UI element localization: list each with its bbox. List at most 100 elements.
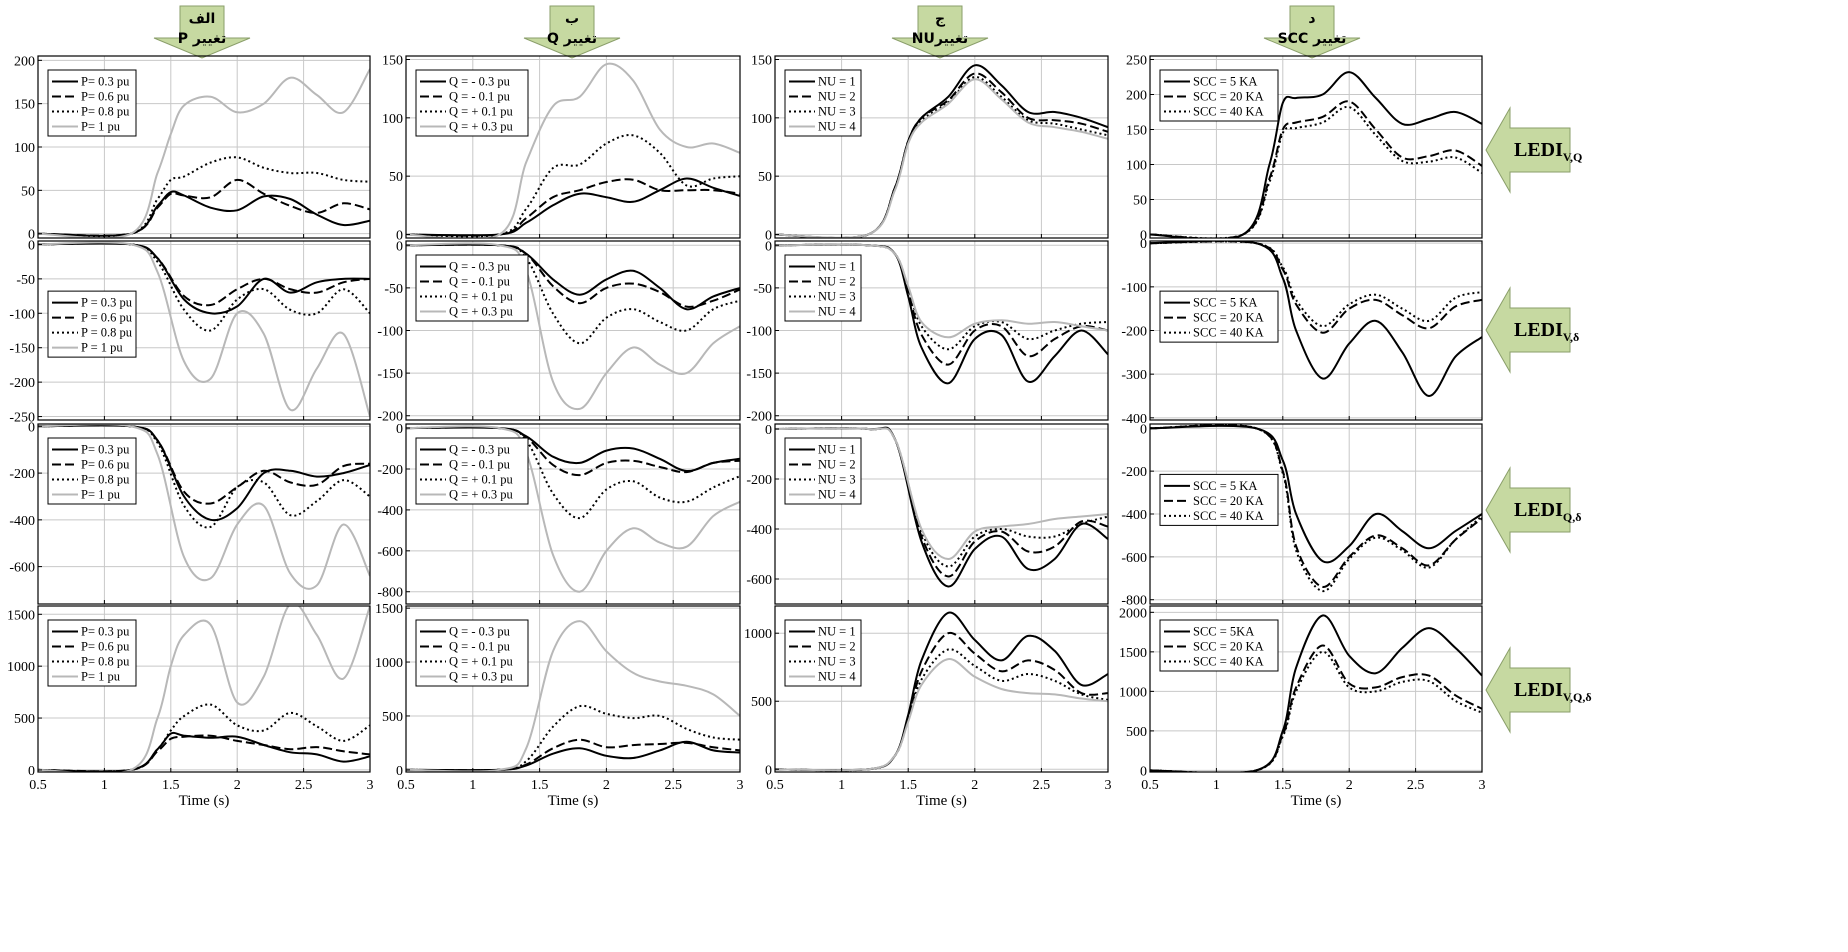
y-tick-label: 0: [28, 238, 35, 253]
y-tick-label: 100: [382, 112, 403, 127]
column-header-letter: ب: [565, 11, 579, 27]
x-tick-label: 1.5: [1274, 778, 1292, 793]
series-line: [406, 740, 740, 772]
y-tick-label: 0: [765, 229, 772, 244]
column-header-arrow: ج تغییرNU: [891, 5, 989, 59]
column-header-arrow: د تغییر SCC: [1263, 5, 1361, 59]
x-tick-label: 3: [367, 778, 374, 793]
y-tick-label: 1500: [7, 608, 35, 623]
y-tick-label: 1000: [375, 656, 403, 671]
y-tick-label: -200: [1121, 325, 1147, 340]
legend-label: Q = - 0.1 pu: [449, 640, 511, 654]
series-line: [775, 243, 1108, 339]
legend-label: NU = 1: [818, 75, 856, 89]
x-tick-label: 1: [838, 778, 845, 793]
legend-label: NU = 1: [818, 260, 856, 274]
series-line: [406, 425, 740, 593]
y-tick-label: 0: [765, 423, 772, 438]
series-line: [1150, 241, 1482, 328]
y-tick-label: -200: [377, 463, 403, 478]
y-tick-label: -200: [746, 410, 772, 425]
y-tick-label: -200: [377, 410, 403, 425]
arrow-shape: [891, 5, 989, 59]
x-tick-label: 0.5: [766, 778, 784, 793]
series-group: [1150, 241, 1482, 397]
legend-label: Q = - 0.3 pu: [449, 260, 511, 274]
legend-box: [47, 437, 137, 505]
legend-label: P= 0.6 pu: [81, 90, 130, 104]
y-tick-label: 100: [751, 112, 772, 127]
plot-frame: [405, 55, 741, 239]
y-tick-label: 150: [14, 98, 35, 113]
legend-label: Q = - 0.3 pu: [449, 443, 511, 457]
y-tick-label: 0: [1140, 237, 1147, 252]
arrow-shape: [1485, 466, 1571, 554]
row-label-main: LEDI: [1514, 499, 1563, 521]
legend-label: P= 0.3 pu: [81, 443, 130, 457]
legend-label: NU = 1: [818, 625, 856, 639]
series-line: [1150, 644, 1482, 772]
x-tick-label: 1: [101, 778, 108, 793]
legend: Q = - 0.3 puQ = - 0.1 puQ = + 0.1 puQ = …: [415, 619, 529, 687]
legend-label: P= 0.8 pu: [81, 655, 130, 669]
legend-label: SCC = 20 KA: [1193, 311, 1264, 325]
series-group: [38, 606, 370, 772]
x-tick-label: 1.5: [162, 778, 180, 793]
legend-label: Q = + 0.3 pu: [449, 670, 514, 684]
legend-label: NU = 4: [818, 305, 856, 319]
plot-frame: [37, 240, 371, 421]
y-tick-label: -400: [1121, 412, 1147, 427]
y-tick-label: -50: [16, 273, 35, 288]
row-label: LEDIV,Q,δ: [1514, 679, 1592, 704]
legend-label: Q = - 0.1 pu: [449, 90, 511, 104]
legend-label: SCC = 40 KA: [1193, 105, 1264, 119]
y-tick-label: 0: [765, 763, 772, 778]
plot-frame: [37, 423, 371, 605]
x-axis-label: Time (s): [548, 793, 599, 809]
legend: NU = 1NU = 2NU = 3NU = 4: [784, 254, 862, 322]
y-tick-label: 0: [396, 229, 403, 244]
plot-frame: [37, 605, 371, 773]
y-tick-label: 0: [1140, 422, 1147, 437]
legend-label: Q = + 0.3 pu: [449, 305, 514, 319]
row-label-arrow: LEDIV,Q,δ: [1485, 646, 1592, 734]
x-tick-label: 3: [737, 778, 744, 793]
legend-label: P= 0.3 pu: [81, 625, 130, 639]
row-label-subscript: V,Q: [1563, 150, 1582, 164]
series-line: [38, 703, 370, 772]
y-tick-label: -150: [746, 367, 772, 382]
y-tick-label: -150: [9, 342, 35, 357]
legend-label: Q = + 0.1 pu: [449, 290, 514, 304]
series-line: [1150, 106, 1482, 238]
x-tick-label: 2.5: [295, 778, 313, 793]
arrow-shape: [1485, 646, 1571, 734]
column-header-arrow: الف تغییر P: [153, 5, 251, 59]
y-tick-label: 2000: [1119, 606, 1147, 621]
y-tick-label: -400: [377, 504, 403, 519]
chart-panel: 0 500 1000 1500 0.5 1 1.5 2 2.5 3 Time (s) Q = - 0.…: [375, 602, 744, 809]
y-tick-label: -250: [9, 411, 35, 426]
y-tick-label: -200: [9, 467, 35, 482]
plot-frame: [774, 605, 1109, 773]
chart-panel: 0 -50 -100 -150 -200 Q = - 0.3 puQ = - 0.1 pu…: [377, 239, 741, 425]
x-tick-label: 2.5: [1033, 778, 1051, 793]
legend: NU = 1NU = 2NU = 3NU = 4: [784, 69, 862, 137]
series-line: [38, 242, 370, 332]
chart-panel: 0 -50 -100 -150 -200 -250 P = 0.3 puP = 0.6 pu…: [9, 238, 371, 426]
y-tick-label: 0: [396, 764, 403, 779]
y-tick-label: -600: [9, 561, 35, 576]
y-tick-label: -600: [1121, 551, 1147, 566]
legend-label: P= 0.8 pu: [81, 105, 130, 119]
legend: Q = - 0.3 puQ = - 0.1 puQ = + 0.1 puQ = …: [415, 437, 529, 505]
legend-label: NU = 4: [818, 670, 856, 684]
series-group: [406, 425, 740, 593]
series-line: [38, 156, 370, 238]
chart-panel: 0 50 100 150 NU = 1NU = 2NU = 3NU = 4: [751, 54, 1109, 244]
y-tick-label: 200: [1126, 89, 1147, 104]
series-group: [1150, 71, 1482, 238]
x-tick-label: 2.5: [1407, 778, 1425, 793]
y-tick-label: 1000: [7, 660, 35, 675]
